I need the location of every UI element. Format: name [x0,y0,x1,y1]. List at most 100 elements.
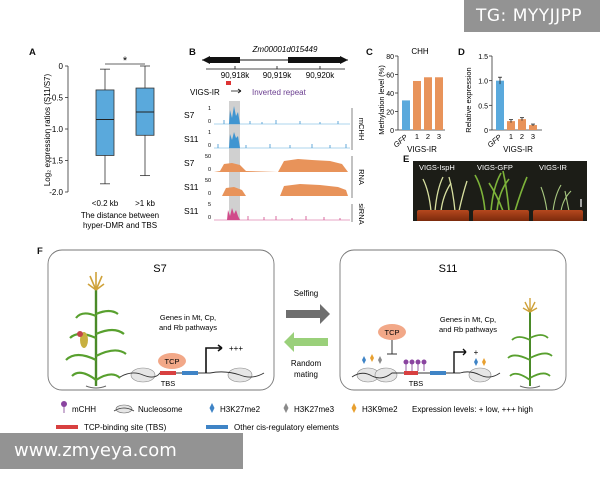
bar-chart-c-ylabel: Methylation level (%) [377,65,386,135]
legend-cis-swatch [206,425,228,429]
c-ytick-label: 60 [386,73,394,80]
left-expression: +++ [229,344,243,353]
right-tbs-label: TBS [409,379,424,388]
pot [473,210,529,221]
boxplot-ytick-label: -2.0 [49,188,63,197]
d-bar-3 [529,125,537,130]
coord-3: 90,920k [306,71,335,80]
d-ytick-label: 0.5 [478,103,488,110]
photo-label-ir: VIGS-IR [539,163,567,172]
ir-marker [226,81,231,85]
legend-h3k27me2: H3K27me2 [209,403,261,414]
plant-photo: VIGS-IspH VIGS-GFP VIGS-IR [413,161,587,221]
right-tcp-label: TCP [385,328,400,337]
model-diagram: S7 S11 Genes in Mt, Cp, and Rb pathways … [47,249,567,432]
c-bar-3 [435,77,443,130]
left-tbs-element [160,371,176,375]
scale-label: 50 [205,178,211,184]
d-ytick-label: 0 [484,128,488,135]
boxplot-ytick-label: -1.5 [49,157,63,166]
boxplot-ylabel: Log₂ expression ratios (S11/S7) [43,73,52,186]
svg-text:Nucleosome: Nucleosome [138,405,183,414]
left-cis-element [182,371,198,375]
rna-track-s7 [214,159,348,172]
legend-h3k9me2: H3K9me2 [351,403,398,414]
d-bar-2 [518,119,526,130]
track-label-s11-rna: S11 [184,182,199,192]
random-mating-arrow-icon [284,332,328,352]
panel-f-label: F [37,246,43,257]
vigs-ir-label: VIGS-IR [190,88,220,97]
pot [417,210,469,221]
boxplot-xtick-2: >1 kb [135,199,155,208]
c-ytick-label: 20 [386,110,394,117]
c-ytick-label: 80 [386,54,394,61]
boxplot-ytick-label: -0.5 [49,94,63,103]
group-label-sirna: siRNA [357,203,366,224]
left-tcp-label: TCP [165,357,180,366]
d-ytick-label: 1.0 [478,79,488,86]
expression-bar-chart: Relative expression 0 0.5 1.0 1.5 GFP 1 2 3 VI… [464,54,542,154]
s7-title: S7 [153,263,166,275]
scale-label: 1 [208,130,211,136]
histone-mark-icons [362,354,486,366]
group-label-mchh: mCHH [357,118,366,141]
svg-text:H3K27me3: H3K27me3 [294,405,335,414]
rna-track-s11 [214,184,348,196]
selfing-arrow-icon [286,304,330,324]
scale-label: 5 [208,202,211,208]
legend-mchh: mCHH [61,401,96,414]
track-label-s7-rna: S7 [184,158,195,168]
random-mating-line1: Random [291,359,322,368]
scale-label: 1 [208,106,211,112]
d-xtick-label: 2 [520,132,524,141]
panel-b-label: B [189,47,196,58]
s11-box [339,249,567,391]
coord-1: 90,918k [221,71,250,80]
d-bar-1 [507,121,515,130]
mchh-track-s7 [214,106,350,125]
inhibition-icon [387,340,397,355]
track-label-s7-mchh: S7 [184,110,195,120]
left-genes-line2: and Rb pathways [159,323,217,332]
panel-e-label: E [403,154,410,165]
panel-c-label: C [366,47,373,58]
right-dna [351,371,501,379]
inverted-repeat-label: Inverted repeat [252,88,307,97]
bar-chart-d-ylabel: Relative expression [464,67,473,132]
watermark-top: TG: MYYJJPP [464,0,600,32]
legend-tbs-swatch [56,425,78,429]
photo-label-gfp: VIGS-GFP [477,163,513,172]
panel-d-label: D [458,47,465,58]
legend-tbs: TCP-binding site (TBS) [84,423,167,432]
scale-label: 0 [208,119,211,125]
mchh-marks [403,359,427,371]
boxplot-chart: Log₂ expression ratios (S11/S7) -2.0 -1.5… [43,55,159,230]
c-bar-2 [424,77,432,130]
right-genes-line2: and Rb pathways [439,325,497,334]
c-xtick-label: 1 [415,132,419,141]
c-bar-GFP [402,100,410,130]
maize-plant-icon [65,272,127,389]
bar-chart-c-group: VIGS-IR [407,145,437,154]
right-nucleosomes [356,367,492,383]
svg-text:H3K9me2: H3K9me2 [362,405,398,414]
left-tcp-protein [158,353,186,369]
group-label-rna: RNA [357,169,366,185]
coord-2: 90,919k [263,71,292,80]
selfing-label: Selfing [294,289,318,298]
right-genes-line1: Genes in Mt, Cp, [440,315,496,324]
scale-label: 0 [208,143,211,149]
maize-plant-small-icon [507,298,553,389]
left-tss-arrow-icon [205,344,223,373]
c-ytick-label: 0 [390,128,394,135]
c-xtick-label: 2 [426,132,430,141]
legend-expression: Expression levels: + low, +++ high [412,405,533,414]
gene-model [202,56,348,64]
panel-a-label: A [29,47,36,58]
legend-h3k27me3: H3K27me3 [283,403,335,414]
right-tcp-protein [378,324,406,340]
ir-arrow-icon [231,88,242,94]
track-label-s11-mchh: S11 [184,134,199,144]
